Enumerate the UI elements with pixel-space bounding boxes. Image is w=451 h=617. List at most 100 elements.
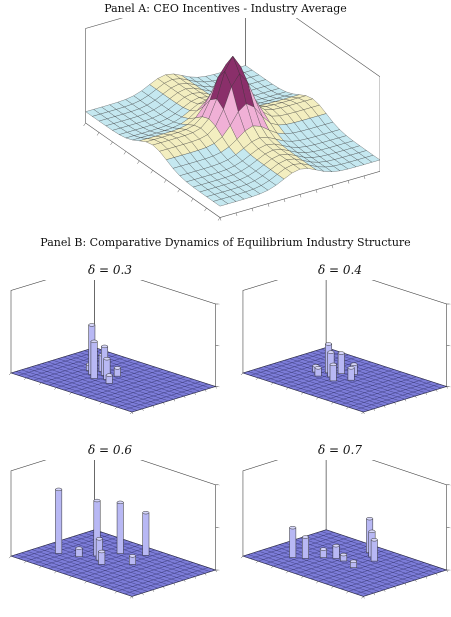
bar-4-3 [332,545,340,559]
i-tick-2-2 [255,377,259,381]
floor-grid-i-2-0 [242,347,327,374]
surface-quad-399 [212,198,229,207]
bar-top-1-4 [113,366,121,370]
bar-top-4-2 [370,538,378,542]
surface-j-tick-6 [267,203,270,207]
bar-top-3-1 [142,511,150,515]
bar-4-2 [370,539,378,562]
i-tick-4-12 [331,586,334,589]
j-tick-2-4 [384,405,386,408]
j-tick-1-6 [163,402,165,405]
floor-grid-i-2-14 [348,381,432,408]
bar-top-2-1 [337,351,345,355]
surface-j-tick-16 [347,180,350,184]
floor-grid-j-4-15 [320,531,442,572]
bar-2-7 [329,364,337,382]
surface-j-tick-12 [315,189,318,193]
floor-grid-i-4-0 [242,529,327,557]
bar-top-4-1 [368,529,376,533]
floor-grid-i-4-10 [318,554,402,582]
floor-grid-i-4-11 [325,557,410,584]
floor-grid-j-1-15 [89,348,211,389]
surface-i-tick-10 [150,170,153,174]
j-tick-4-2 [373,593,375,596]
i-tick-3-16 [129,596,133,599]
j-tick-1-12 [194,392,196,395]
i-tick-1-16 [129,411,133,415]
surface-i-tick-4 [110,141,113,146]
i-tick-4-2 [255,560,259,564]
bar-1-5 [90,341,98,379]
bar-2-1 [337,352,345,374]
j-tick-4-0 [363,596,365,599]
bar-top-4-3 [332,544,340,548]
i-tick-1-12 [99,402,102,405]
bar-top-4-4 [319,547,327,551]
j-tick-3-12 [194,576,196,579]
j-tick-3-0 [131,596,134,599]
floor-grid-i-2-13 [340,379,425,405]
surface-i-tick-18 [204,207,207,212]
i-tick-4-8 [301,576,304,579]
j-tick-2-2 [373,408,375,411]
panel-b-title: Panel B: Comparative Dynamics of Equilib… [40,236,411,249]
floor-grid-i-1-10 [86,371,171,398]
surface-j-tick-8 [283,198,286,203]
panel-b-chart-3: 00.10.2 [8,460,220,599]
bar-top-4-0 [366,517,374,521]
floor-grid-j-4-9 [289,541,411,582]
bar-top-2-2 [350,362,358,366]
i-tick-1-4 [39,382,42,385]
floor-grid-j-1-16 [94,347,216,387]
floor-grid-j-2-16 [326,347,447,387]
j-tick-2-6 [394,402,396,405]
delta-label-4: δ = 0.7 [318,443,362,457]
bar-top-3-7 [98,549,106,554]
floor-grid-j-1-8 [52,360,174,400]
floor-grid-i-3-14 [116,564,201,592]
surface-j-tick-0 [219,217,222,221]
i-tick-3-10 [84,581,87,584]
surface-j-tick-10 [299,194,302,198]
i-tick-1-2 [23,377,27,381]
floor-grid-i-2-9 [310,369,394,396]
floor-grid-i-3-13 [109,562,193,590]
floor-grid-i-1-9 [79,369,163,396]
surface-i-tick-6 [123,151,127,155]
delta-label-1: δ = 0.3 [88,263,132,277]
j-tick-3-4 [152,589,155,592]
bar-top-3-6 [129,554,136,558]
surface-i-tick-8 [137,160,140,164]
floor-grid-j-3-15 [89,531,211,572]
floor-grid-i-3-15 [124,567,209,595]
floor-grid-j-2-10 [294,356,416,397]
i-tick-2-0 [240,372,244,376]
bar-3-0 [116,502,124,554]
j-tick-1-16 [215,386,217,389]
floor-grid-i-3-0 [10,529,95,557]
bar-top-1-6 [103,357,111,361]
surface-j-tick-2 [235,212,238,216]
j-tick-4-12 [425,576,427,579]
i-tick-4-0 [240,555,244,559]
j-tick-4-14 [436,573,438,576]
bar-top-1-5 [90,339,98,344]
floor-grid-j-3-16 [94,529,216,571]
panel-b-chart-2: 00.10.2 [240,280,451,415]
bar-top-3-5 [95,537,103,541]
floor-grid-i-3-9 [79,552,163,579]
bar-2-6 [347,367,355,381]
floor-grid-i-3-11 [94,557,178,584]
floor-grid-j-3-10 [63,539,185,581]
j-tick-3-16 [215,569,217,573]
j-tick-3-8 [173,583,175,586]
bar-top-4-6 [301,535,309,539]
i-tick-3-0 [8,555,12,559]
j-tick-4-16 [446,569,448,573]
floor-grid-j-2-8 [284,360,406,400]
bar-top-3-0 [116,500,124,505]
floor-grid-i-1-11 [94,374,178,400]
floor-grid-i-4-13 [340,562,425,590]
bar-3-2 [55,489,63,554]
bar-top-3-2 [55,487,63,492]
